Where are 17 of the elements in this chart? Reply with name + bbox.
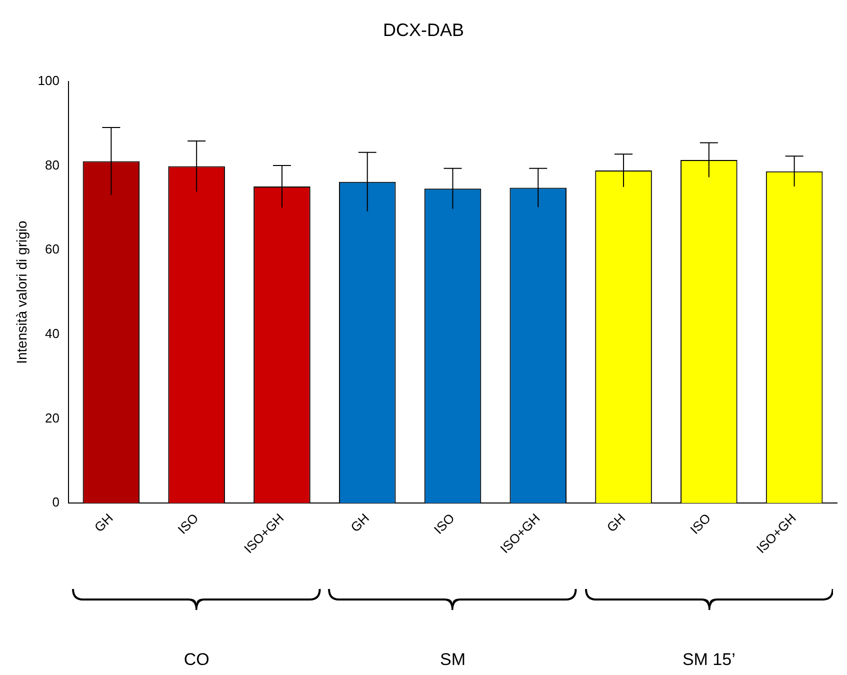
y-axis-title: Intensità valori di grigio bbox=[13, 220, 30, 364]
y-tick-label: 80 bbox=[45, 157, 60, 172]
y-tick-label: 60 bbox=[45, 242, 60, 257]
y-tick-label: 100 bbox=[38, 73, 60, 88]
x-tick-label: ISO bbox=[174, 510, 202, 537]
text: CO bbox=[184, 650, 210, 670]
x-tick-label: ISO bbox=[430, 510, 458, 537]
y-tick-label: 0 bbox=[52, 494, 60, 510]
x-tick-label: GH bbox=[604, 510, 628, 535]
x-tick-label: GH bbox=[91, 510, 116, 535]
x-tick-label: ISO bbox=[687, 510, 714, 537]
x-tick-label: GH bbox=[348, 510, 372, 535]
y-tick-label: 40 bbox=[45, 326, 60, 342]
text: SM 15’ bbox=[682, 650, 736, 670]
y-tick-label: 20 bbox=[45, 410, 60, 426]
chart-title: DCX-DAB bbox=[382, 20, 464, 40]
text: SM bbox=[440, 650, 466, 670]
